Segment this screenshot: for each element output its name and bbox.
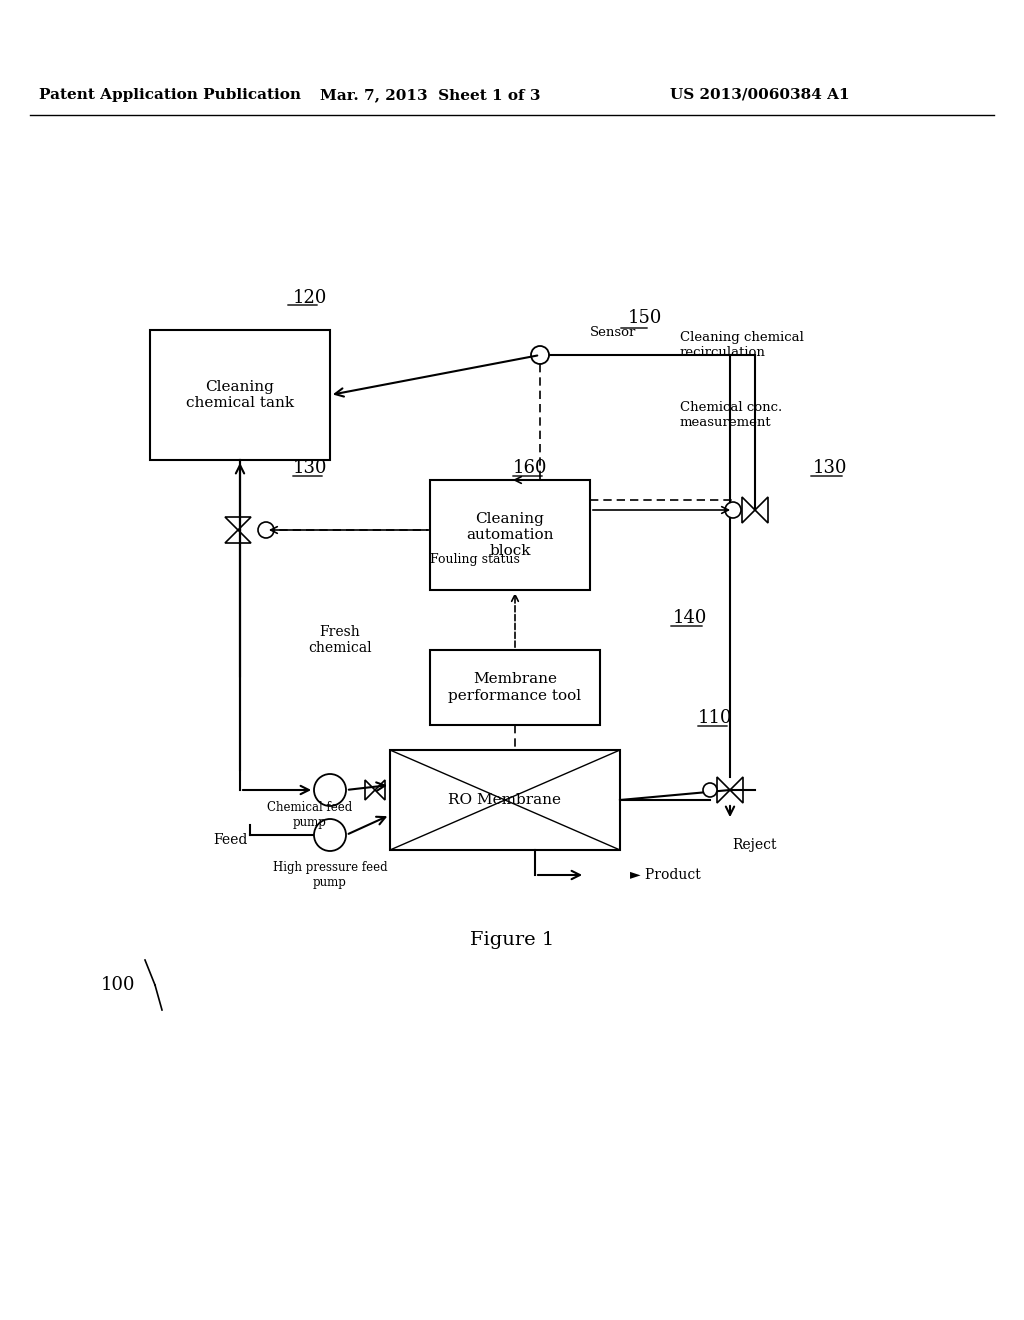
Text: 110: 110 — [697, 709, 732, 727]
Text: RO Membrane: RO Membrane — [449, 793, 561, 807]
Text: Chemical feed
pump: Chemical feed pump — [267, 801, 352, 829]
Text: 100: 100 — [100, 975, 135, 994]
Text: Cleaning
chemical tank: Cleaning chemical tank — [186, 380, 294, 411]
Text: 140: 140 — [673, 609, 708, 627]
FancyBboxPatch shape — [430, 649, 600, 725]
Text: Fresh
chemical: Fresh chemical — [308, 624, 372, 655]
Text: Chemical conc.
measurement: Chemical conc. measurement — [680, 401, 782, 429]
Text: Feed: Feed — [214, 833, 248, 847]
Text: Sensor: Sensor — [590, 326, 636, 339]
Circle shape — [314, 774, 346, 807]
Text: US 2013/0060384 A1: US 2013/0060384 A1 — [670, 88, 850, 102]
Circle shape — [258, 521, 274, 539]
Text: Cleaning
automation
block: Cleaning automation block — [466, 512, 554, 558]
Text: 130: 130 — [293, 459, 328, 477]
Text: ► Product: ► Product — [630, 869, 700, 882]
Text: Fouling status: Fouling status — [430, 553, 520, 566]
Text: Reject: Reject — [733, 838, 777, 851]
Text: 120: 120 — [293, 289, 328, 308]
FancyBboxPatch shape — [390, 750, 620, 850]
Circle shape — [531, 346, 549, 364]
Circle shape — [314, 818, 346, 851]
Text: 150: 150 — [628, 309, 663, 327]
FancyBboxPatch shape — [150, 330, 330, 459]
Text: High pressure feed
pump: High pressure feed pump — [272, 861, 387, 888]
Text: 130: 130 — [813, 459, 847, 477]
Text: Cleaning chemical
recirculation: Cleaning chemical recirculation — [680, 331, 804, 359]
Text: Patent Application Publication: Patent Application Publication — [39, 88, 301, 102]
Circle shape — [725, 502, 741, 517]
Circle shape — [703, 783, 717, 797]
Text: Membrane
performance tool: Membrane performance tool — [449, 672, 582, 702]
FancyBboxPatch shape — [430, 480, 590, 590]
Text: Mar. 7, 2013  Sheet 1 of 3: Mar. 7, 2013 Sheet 1 of 3 — [319, 88, 541, 102]
Text: Figure 1: Figure 1 — [470, 931, 554, 949]
Text: 160: 160 — [513, 459, 547, 477]
